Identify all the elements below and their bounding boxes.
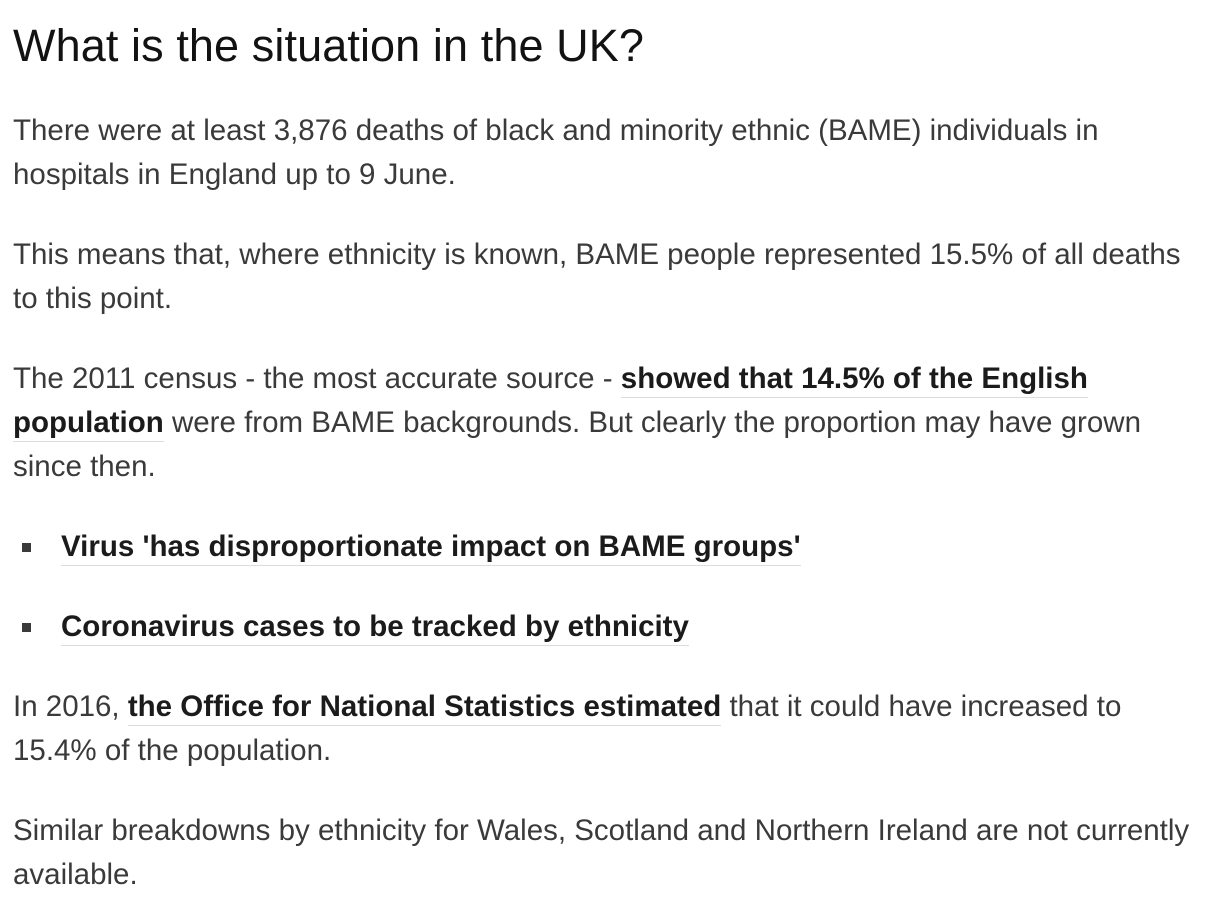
related-link-item: Virus 'has disproportionate impact on BA… [13,525,1201,605]
related-links-list: Virus 'has disproportionate impact on BA… [13,525,1201,685]
paragraph-other-nations: Similar breakdowns by ethnicity for Wale… [13,814,1190,891]
ons-link[interactable]: the Office for National Statistics estim… [127,690,722,726]
related-link-tracked-by-ethnicity[interactable]: Coronavirus cases to be tracked by ethni… [61,610,689,646]
related-link-item: Coronavirus cases to be tracked by ethni… [13,605,1201,685]
paragraph-ons-estimate: In 2016, the Office for National Statist… [13,685,1201,773]
related-link-disproportionate-impact[interactable]: Virus 'has disproportionate impact on BA… [61,530,801,566]
square-bullet-icon [22,623,31,632]
paragraph-bame-percentage: This means that, where ethnicity is know… [13,238,1181,315]
paragraph-bame-deaths: There were at least 3,876 deaths of blac… [13,114,1099,191]
census-text-before: The 2011 census - the most accurate sour… [13,362,621,395]
article-heading: What is the situation in the UK? [13,20,645,71]
ons-text-after: that it could have increased to 15.4% of… [13,690,1122,767]
census-text-after: were from BAME backgrounds. But clearly … [13,406,1141,483]
ons-text-before: In 2016, [13,690,128,723]
square-bullet-icon [22,543,31,552]
paragraph-census: The 2011 census - the most accurate sour… [13,357,1201,489]
census-link[interactable]: showed that 14.5% of the English populat… [13,362,1088,442]
